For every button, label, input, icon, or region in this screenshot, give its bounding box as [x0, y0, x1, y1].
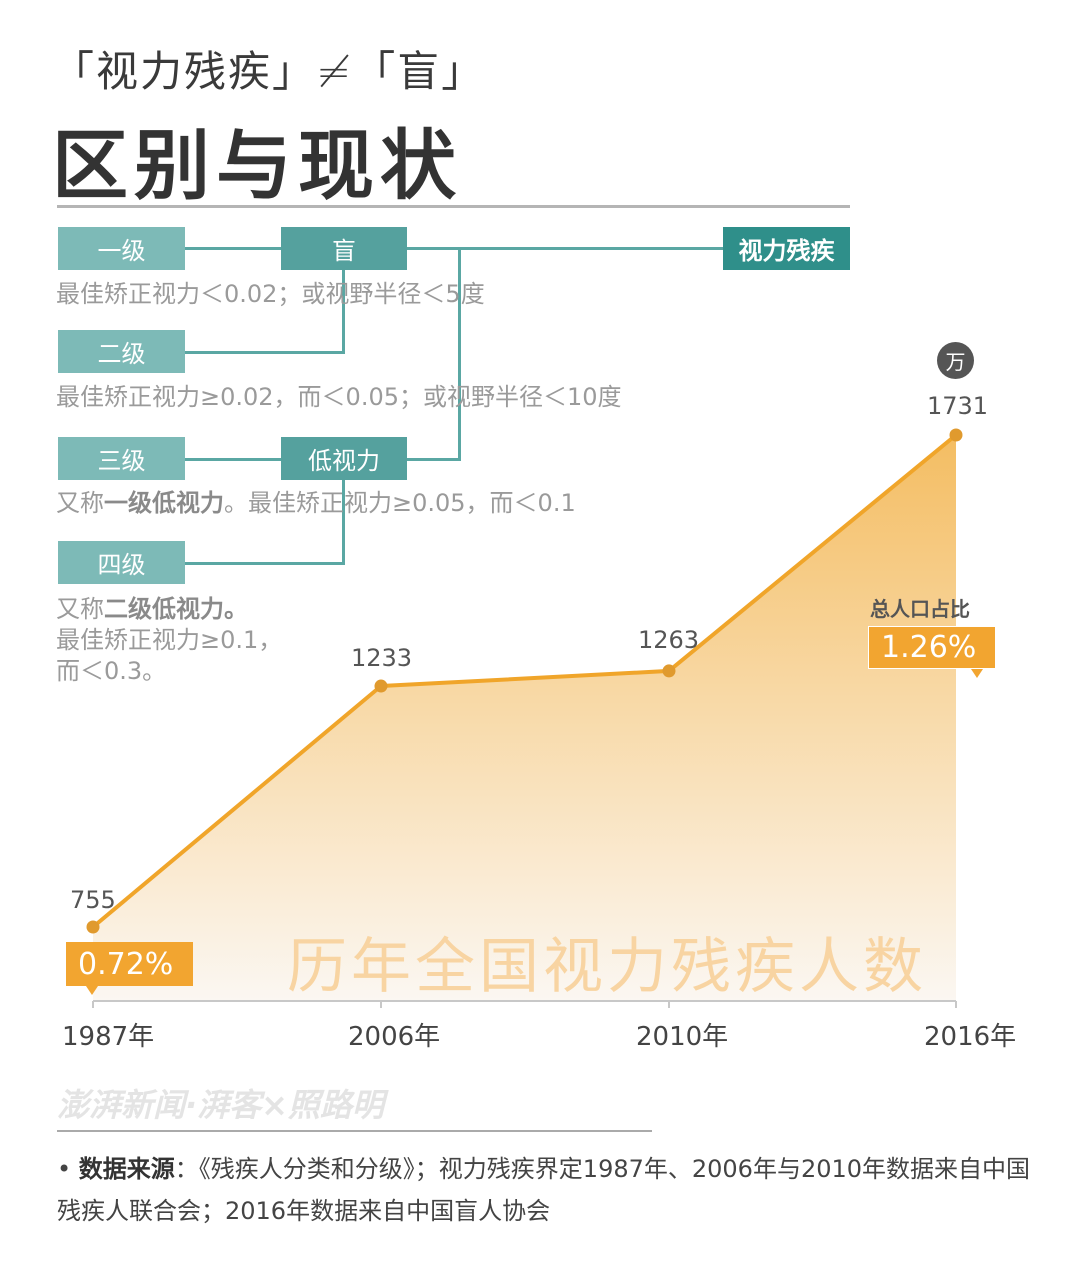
visual-disability-box: 视力残疾	[723, 227, 850, 270]
level-3-box: 三级	[58, 437, 185, 480]
value-label: 1731	[927, 392, 989, 420]
area-fill	[93, 435, 956, 1001]
percent-badge-1987: 0.72%	[66, 942, 193, 995]
blind-box: 盲	[281, 227, 407, 270]
divider	[57, 205, 850, 208]
x-tick-label: 2010年	[636, 1022, 729, 1052]
page-title: 区别与现状	[52, 121, 462, 210]
divider	[57, 1130, 652, 1132]
connector	[407, 247, 723, 250]
data-point	[949, 428, 963, 442]
data-point	[662, 664, 676, 678]
low-vision-box: 低视力	[281, 437, 407, 480]
level-4-desc: 又称二级低视力。 最佳矫正视力≥0.1， 而＜0.3。	[56, 595, 283, 685]
level-1-box: 一级	[58, 227, 185, 270]
connector	[458, 249, 461, 461]
x-tick-label: 2006年	[348, 1022, 441, 1052]
level-4-box: 四级	[58, 541, 185, 584]
percent-badge-2016: 1.26%	[868, 626, 996, 678]
connector	[185, 351, 345, 354]
connector	[407, 458, 461, 461]
unit-badge: 万	[937, 342, 974, 379]
level-2-box: 二级	[58, 330, 185, 373]
x-tick-label: 2016年	[924, 1022, 1017, 1052]
value-label: 1263	[638, 626, 700, 654]
subtitle: 「视力残疾」≠「盲」	[52, 47, 486, 96]
level-2-desc: 最佳矫正视力≥0.02，而＜0.05；或视野半径＜10度	[56, 383, 622, 411]
connector	[185, 458, 281, 461]
level-1-desc: 最佳矫正视力＜0.02；或视野半径＜5度	[56, 280, 485, 308]
brand-credit: 澎湃新闻·湃客×照路明	[57, 1086, 384, 1124]
x-tick-label: 1987年	[62, 1022, 155, 1052]
level-3-desc: 又称一级低视力。最佳矫正视力≥0.05，而＜0.1	[56, 489, 576, 517]
data-point	[374, 679, 388, 693]
value-label: 755	[70, 886, 116, 914]
connector	[342, 270, 345, 354]
chart-title: 历年全国视力残疾人数	[287, 932, 927, 1002]
connector	[185, 247, 281, 250]
data-point	[86, 920, 100, 934]
data-source: • 数据来源：《残疾人分类和分级》；视力残疾界定1987年、2006年与2010…	[57, 1155, 1031, 1225]
connector	[342, 480, 345, 565]
value-label: 1233	[351, 644, 413, 672]
series-line	[91, 433, 958, 929]
population-share-label: 总人口占比	[870, 597, 970, 621]
connector	[185, 562, 345, 565]
